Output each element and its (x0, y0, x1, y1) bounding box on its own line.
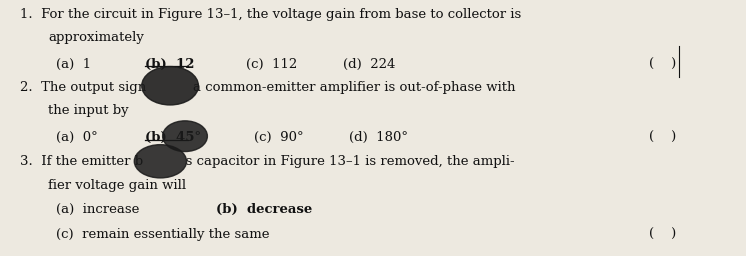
Text: (c)  112: (c) 112 (246, 58, 298, 70)
Text: (    ): ( ) (649, 58, 677, 70)
Text: (c)  90°: (c) 90° (254, 131, 304, 144)
Text: (a)  0°: (a) 0° (56, 131, 98, 144)
Text: (b)  45°: (b) 45° (145, 131, 201, 144)
Text: 2.  The output sign           a common-emitter amplifier is out-of-phase with: 2. The output sign a common-emitter ampl… (20, 81, 515, 93)
Text: 1.  For the circuit in Figure 13–1, the voltage gain from base to collector is: 1. For the circuit in Figure 13–1, the v… (20, 8, 521, 20)
Text: (    ): ( ) (649, 228, 677, 241)
Ellipse shape (163, 121, 207, 152)
Text: (b)  12: (b) 12 (145, 58, 195, 70)
Text: (    ): ( ) (649, 131, 677, 144)
Text: (d)  180°: (d) 180° (349, 131, 408, 144)
Text: (c)  remain essentially the same: (c) remain essentially the same (56, 228, 269, 241)
Ellipse shape (134, 145, 186, 178)
Text: the input by: the input by (48, 104, 129, 117)
Text: (b)  decrease: (b) decrease (216, 204, 313, 216)
Ellipse shape (142, 67, 198, 105)
Text: 3.  If the emitter b          s capacitor in Figure 13–1 is removed, the ampli-: 3. If the emitter b s capacitor in Figur… (20, 155, 515, 168)
Text: (a)  increase: (a) increase (56, 204, 140, 216)
Text: approximately: approximately (48, 31, 145, 44)
Text: (a)  1: (a) 1 (56, 58, 91, 70)
Text: (d)  224: (d) 224 (343, 58, 395, 70)
Text: fier voltage gain will: fier voltage gain will (48, 179, 186, 192)
